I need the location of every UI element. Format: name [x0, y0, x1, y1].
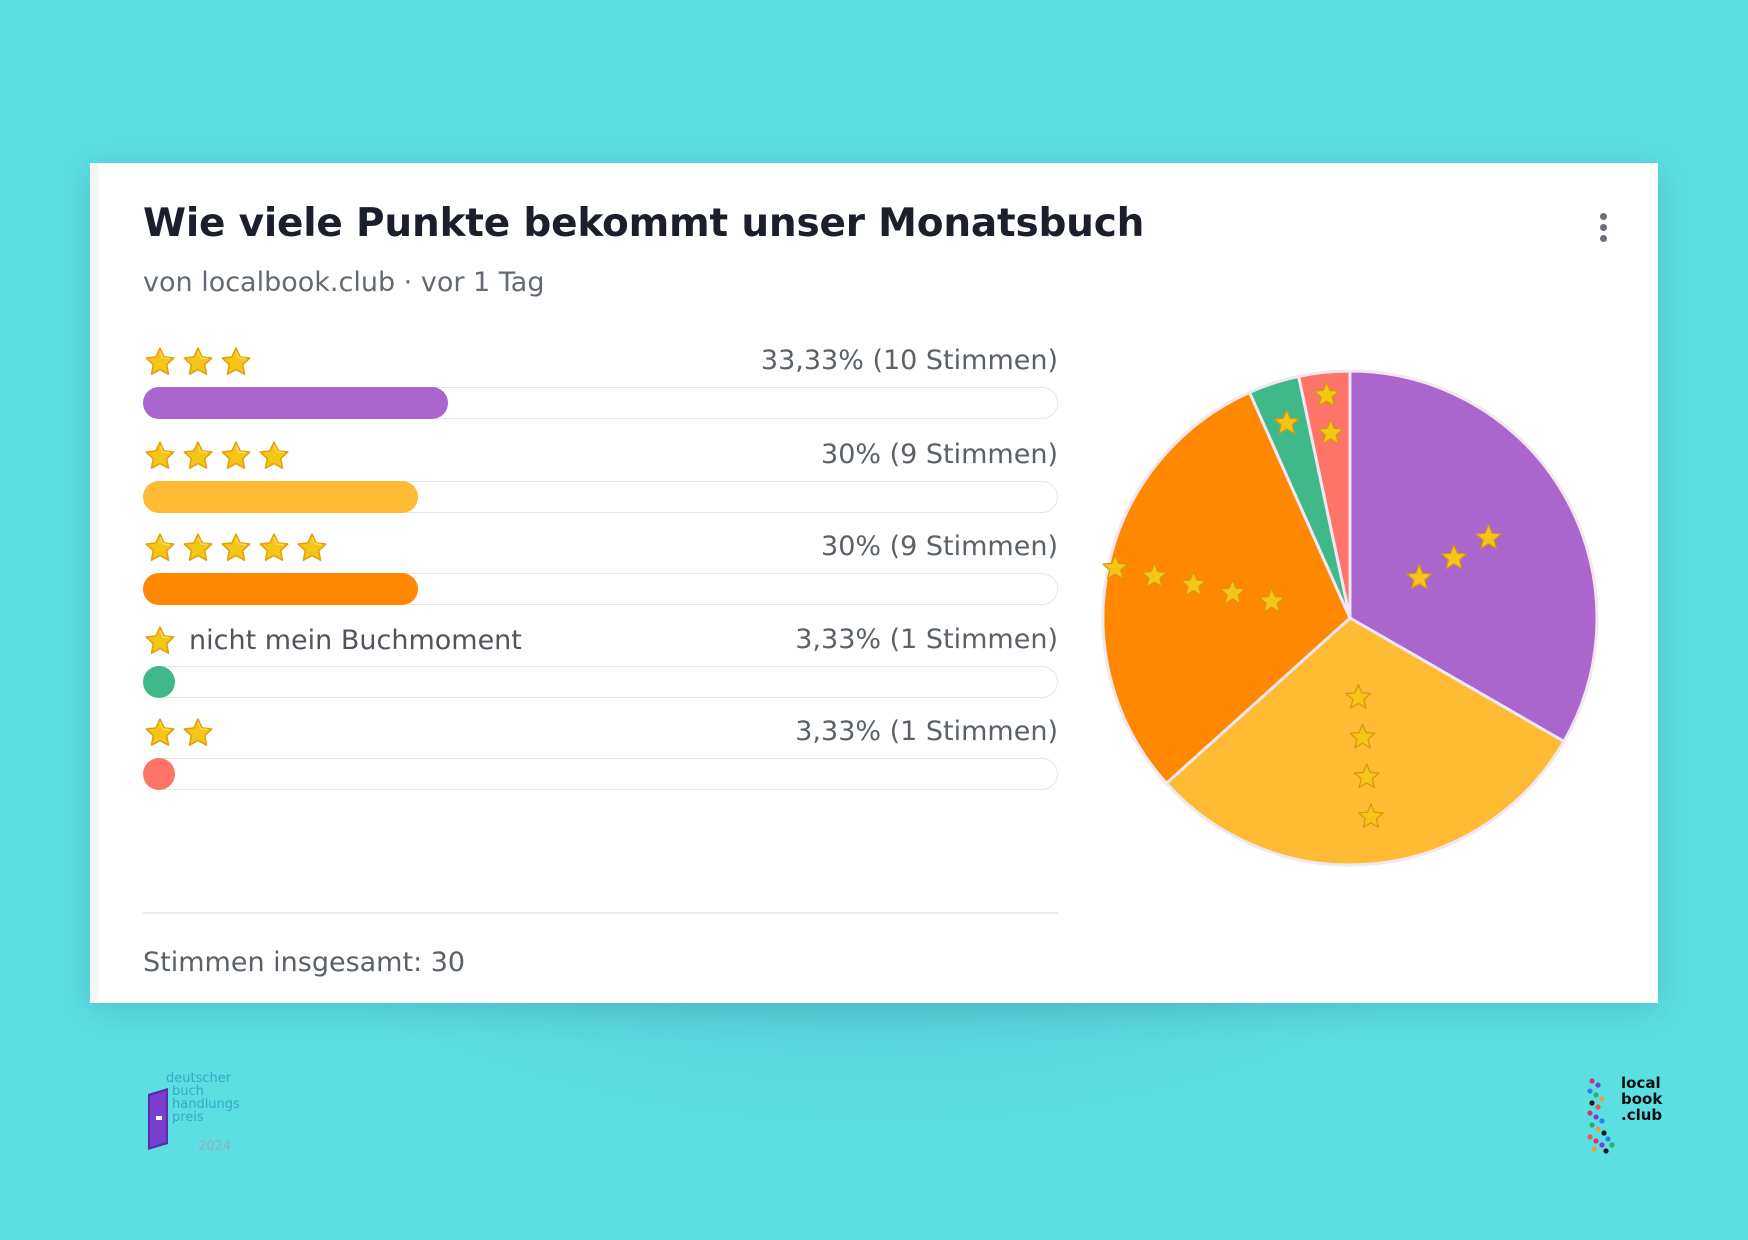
progress-fill: [143, 481, 418, 513]
star-icon: [1441, 544, 1467, 570]
buchhandlungspreis-logo: deutscher buch handlungs preis 2024: [148, 1071, 240, 1154]
option-header: 30% (9 Stimmen): [143, 527, 1058, 571]
star-icon: [1219, 579, 1246, 605]
poll-option: 30% (9 Stimmen): [143, 435, 1058, 513]
option-stars: nicht mein Buchmoment: [143, 624, 522, 658]
star-icon: [181, 716, 215, 750]
option-result: 3,33% (1 Stimmen): [795, 624, 1058, 655]
star-icon: [1357, 803, 1384, 828]
progress-fill: [143, 573, 418, 605]
option-header: nicht mein Buchmoment 3,33% (1 Stimmen): [143, 620, 1058, 664]
pie-chart: [1101, 369, 1599, 867]
star-icon: [295, 531, 329, 565]
progress-track: [143, 758, 1058, 790]
star-icon: [181, 531, 215, 565]
star-icon: [143, 345, 177, 379]
poll-card: Wie viele Punkte bekommt unser Monatsbuc…: [90, 163, 1658, 1003]
poll-option: 30% (9 Stimmen): [143, 527, 1058, 605]
poll-option: 3,33% (1 Stimmen): [143, 712, 1058, 790]
star-icon: [257, 439, 291, 473]
star-icon: [143, 531, 177, 565]
poll-title: Wie viele Punkte bekommt unser Monatsbuc…: [143, 201, 1145, 246]
star-icon: [1273, 409, 1300, 435]
progress-fill: [143, 666, 175, 698]
star-icon: [1406, 564, 1433, 590]
progress-fill: [143, 758, 175, 790]
divider: [143, 912, 1058, 914]
star-icon: [181, 345, 215, 379]
poll-option: nicht mein Buchmoment 3,33% (1 Stimmen): [143, 620, 1058, 698]
option-stars: [143, 716, 219, 750]
card-edge: [90, 163, 99, 1003]
option-result: 3,33% (1 Stimmen): [795, 716, 1058, 747]
star-icon: [1353, 763, 1380, 789]
star-icon: [257, 531, 291, 565]
option-label: nicht mein Buchmoment: [189, 625, 522, 656]
option-result: 30% (9 Stimmen): [821, 439, 1058, 470]
progress-track: [143, 481, 1058, 513]
star-icon: [181, 439, 215, 473]
option-stars: [143, 531, 333, 565]
star-icon: [143, 716, 177, 750]
option-header: 3,33% (1 Stimmen): [143, 712, 1058, 756]
star-icon: [1258, 587, 1285, 613]
star-icon: [1180, 571, 1207, 596]
star-icon: [219, 439, 253, 473]
more-vertical-icon[interactable]: [1596, 213, 1610, 249]
star-icon: [1313, 381, 1340, 407]
poll-option: 33,33% (10 Stimmen): [143, 341, 1058, 419]
option-stars: [143, 439, 295, 473]
option-result: 30% (9 Stimmen): [821, 531, 1058, 562]
progress-track: [143, 387, 1058, 419]
progress-track: [143, 666, 1058, 698]
option-result: 33,33% (10 Stimmen): [760, 345, 1058, 376]
star-icon: [1345, 684, 1372, 709]
progress-track: [143, 573, 1058, 605]
star-icon: [1349, 723, 1376, 749]
star-icon: [219, 531, 253, 565]
star-icon: [1317, 419, 1344, 445]
star-icon: [143, 624, 177, 658]
poll-meta: von localbook.club · vor 1 Tag: [143, 267, 545, 298]
option-header: 30% (9 Stimmen): [143, 435, 1058, 479]
option-header: 33,33% (10 Stimmen): [143, 341, 1058, 385]
localbook-club-logo: local book .club: [1584, 1075, 1674, 1155]
star-icon: [1141, 562, 1168, 588]
progress-fill: [143, 387, 448, 419]
option-stars: [143, 345, 257, 379]
star-icon: [1102, 554, 1129, 580]
star-icon: [219, 345, 253, 379]
star-icon: [143, 439, 177, 473]
logo-dots: [1587, 1078, 1615, 1154]
total-votes: Stimmen insgesamt: 30: [143, 947, 466, 978]
pie-slice: [1348, 369, 1599, 744]
logo-text: local book .club: [1621, 1074, 1663, 1124]
star-icon: [1475, 524, 1502, 550]
